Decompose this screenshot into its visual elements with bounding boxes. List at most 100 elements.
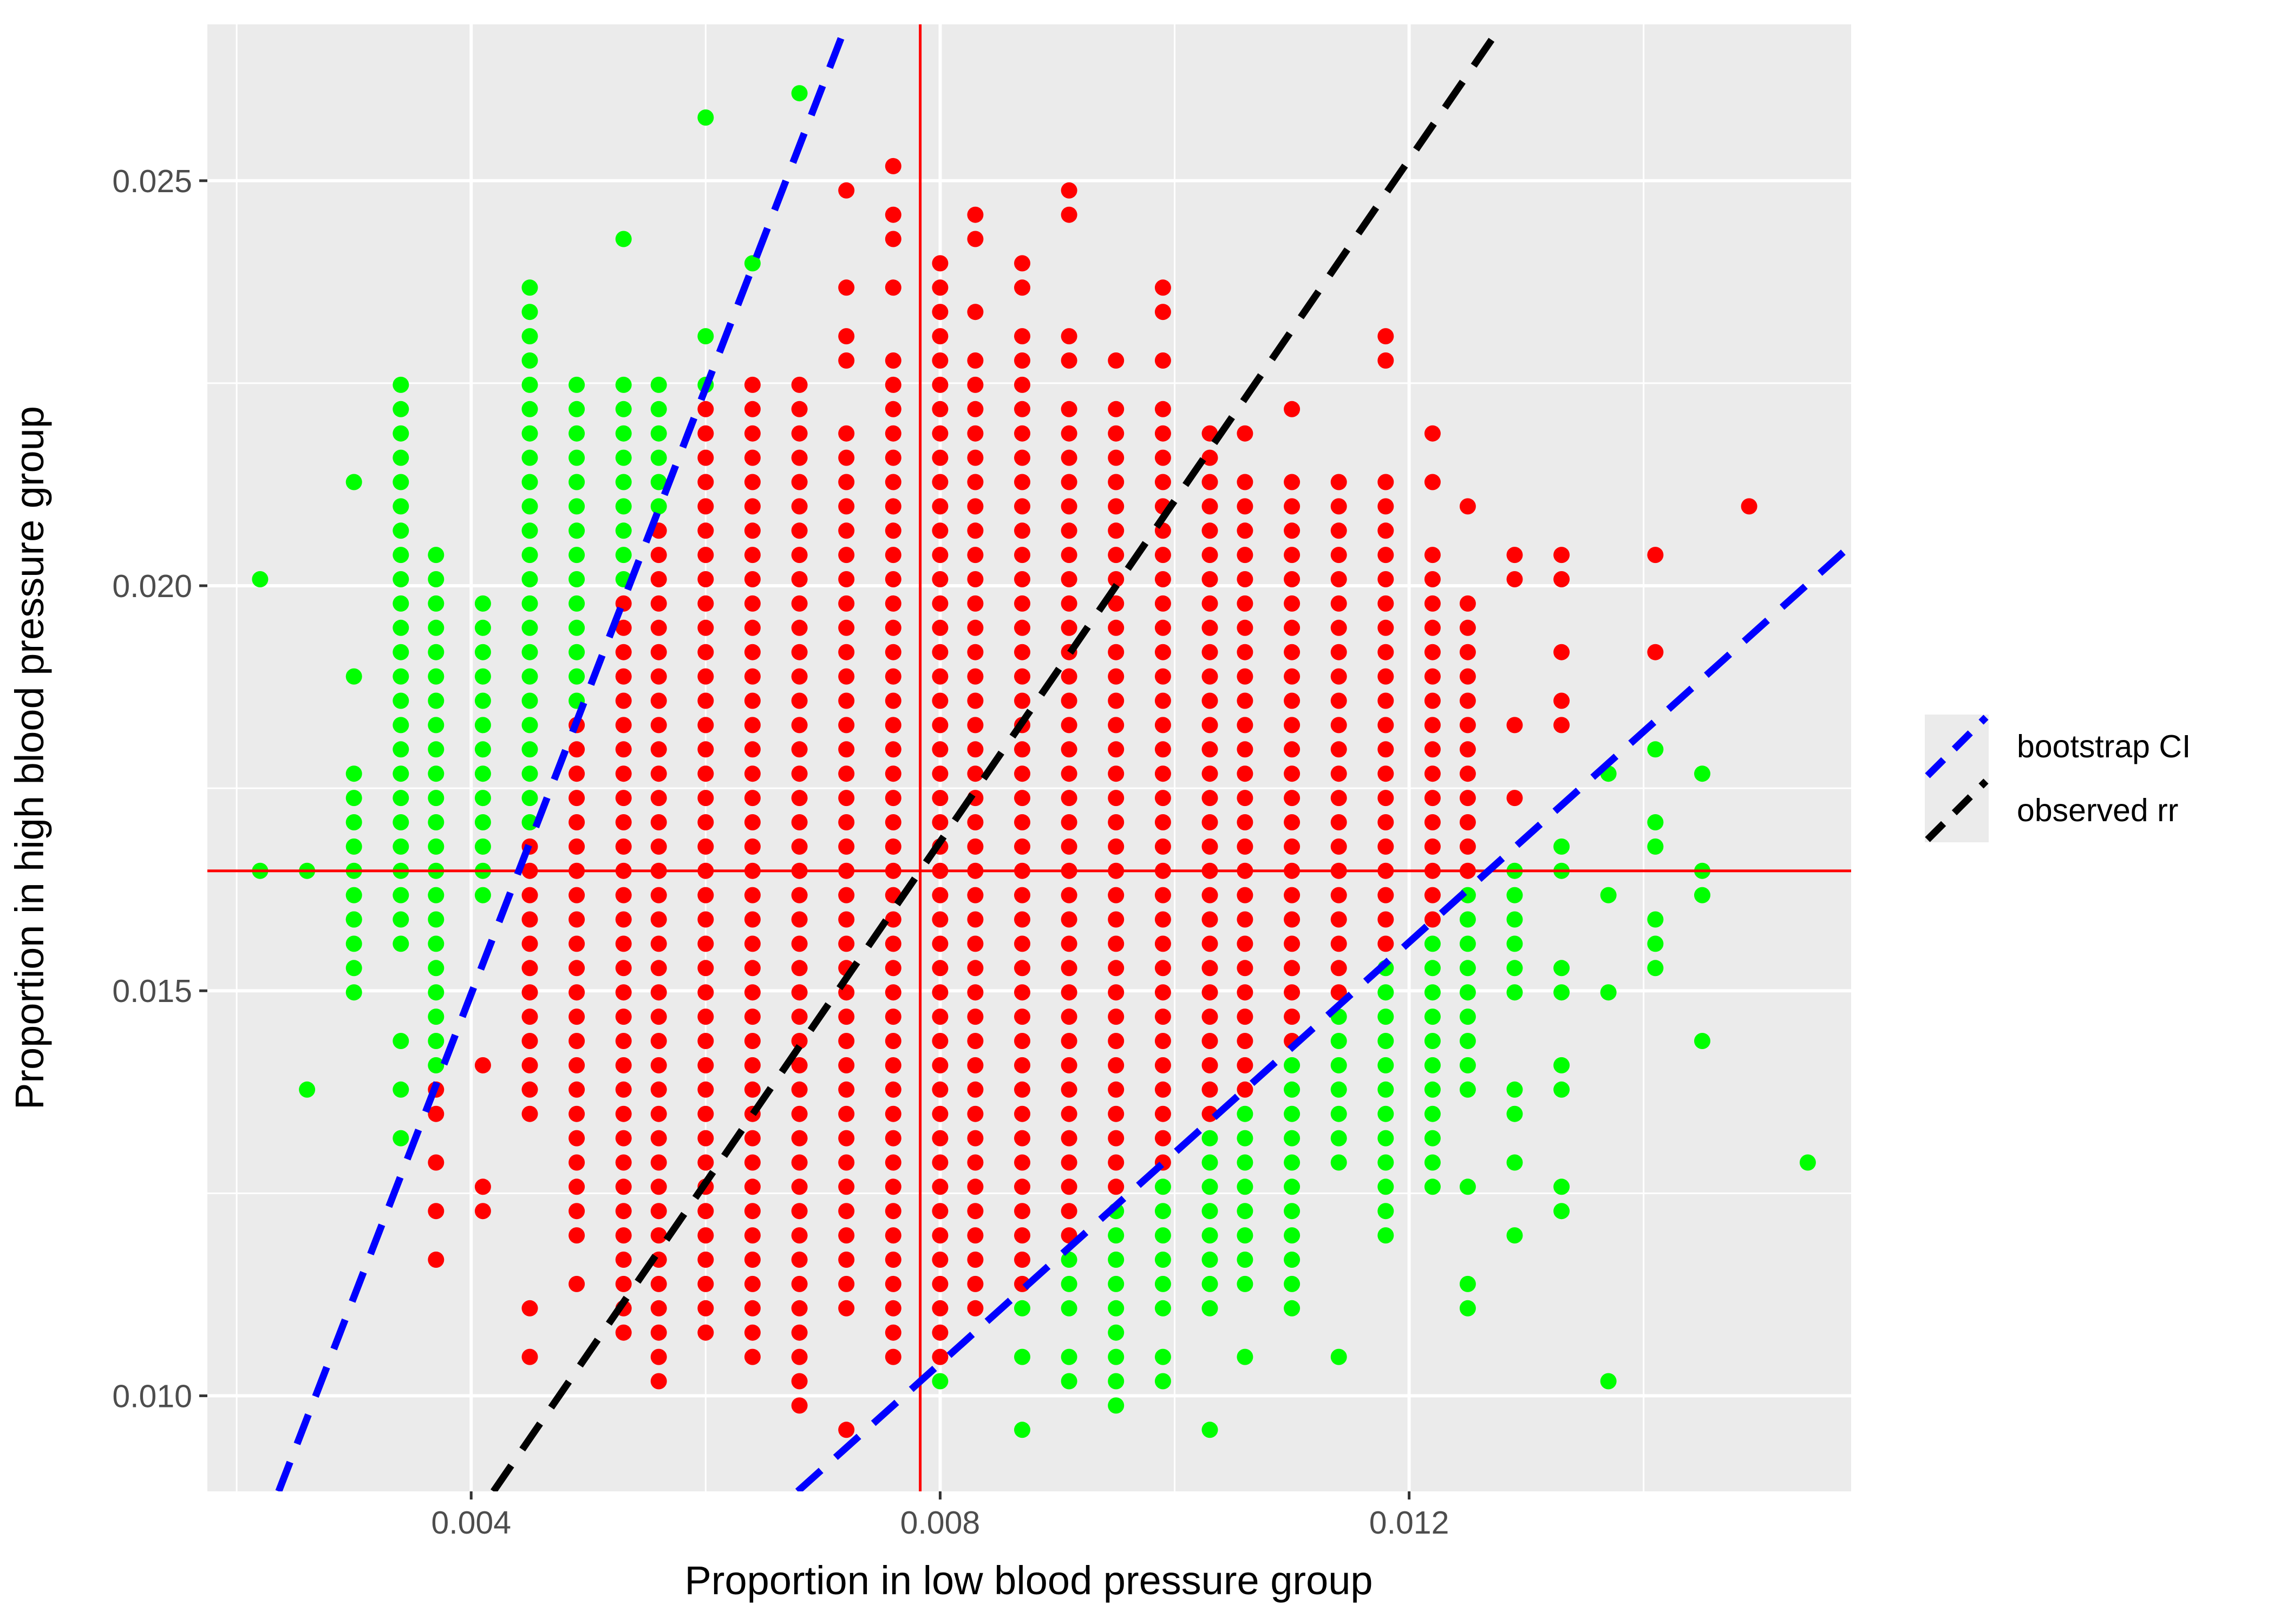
point-outside-ci (1284, 1178, 1301, 1195)
point-inside-ci (1108, 911, 1125, 928)
point-outside-ci (345, 814, 362, 830)
point-inside-ci (1741, 498, 1757, 515)
point-inside-ci (615, 619, 632, 636)
point-inside-ci (1201, 960, 1218, 977)
point-inside-ci (1201, 1033, 1218, 1049)
point-inside-ci (1237, 619, 1253, 636)
point-outside-ci (393, 814, 409, 830)
point-outside-ci (1237, 1203, 1253, 1220)
point-inside-ci (1201, 741, 1218, 758)
point-outside-ci (1424, 1009, 1441, 1025)
bootstrap-ci-line-lower (795, 542, 1851, 1491)
point-outside-ci (1284, 1300, 1301, 1317)
point-outside-ci (1154, 1300, 1171, 1317)
point-inside-ci (967, 1009, 984, 1025)
point-inside-ci (838, 474, 855, 490)
point-inside-ci (1330, 547, 1347, 564)
point-inside-ci (1061, 668, 1077, 685)
point-inside-ci (697, 449, 714, 466)
point-outside-ci (1799, 1154, 1816, 1171)
point-inside-ci (1014, 814, 1030, 830)
point-inside-ci (1201, 1105, 1218, 1122)
point-inside-ci (791, 717, 808, 734)
point-inside-ci (650, 741, 667, 758)
point-inside-ci (744, 668, 761, 685)
point-outside-ci (568, 619, 585, 636)
point-inside-ci (1377, 352, 1394, 369)
point-inside-ci (697, 1275, 714, 1292)
point-outside-ci (428, 644, 445, 660)
point-inside-ci (932, 887, 949, 903)
point-inside-ci (932, 717, 949, 734)
point-inside-ci (744, 1033, 761, 1049)
point-inside-ci (1108, 1033, 1125, 1049)
point-inside-ci (838, 547, 855, 564)
panel-background (207, 24, 1851, 1491)
point-inside-ci (967, 1033, 984, 1049)
point-inside-ci (615, 1324, 632, 1341)
point-inside-ci (885, 231, 901, 247)
point-outside-ci (474, 644, 491, 660)
point-inside-ci (697, 1227, 714, 1244)
point-inside-ci (697, 741, 714, 758)
point-outside-ci (393, 887, 409, 903)
reference-lines (207, 24, 1851, 1491)
point-inside-ci (967, 352, 984, 369)
point-inside-ci (1108, 935, 1125, 952)
point-inside-ci (1330, 935, 1347, 952)
point-inside-ci (1061, 692, 1077, 709)
point-inside-ci (1014, 1081, 1030, 1098)
point-inside-ci (791, 1130, 808, 1147)
x-axis-title: Proportion in low blood pressure group (684, 1558, 1373, 1603)
point-outside-ci (1459, 911, 1476, 928)
point-inside-ci (791, 644, 808, 660)
point-inside-ci (615, 1227, 632, 1244)
point-outside-ci (1553, 1081, 1570, 1098)
point-inside-ci (1014, 1009, 1030, 1025)
point-inside-ci (1284, 838, 1301, 855)
point-inside-ci (791, 765, 808, 782)
point-outside-ci (521, 668, 538, 685)
point-inside-ci (885, 425, 901, 442)
point-inside-ci (932, 1105, 949, 1122)
point-inside-ci (1061, 741, 1077, 758)
point-inside-ci (1459, 717, 1476, 734)
point-outside-ci (521, 425, 538, 442)
legend-label-observed-rr: observed rr (2017, 793, 2178, 828)
point-inside-ci (1201, 547, 1218, 564)
point-outside-ci (393, 547, 409, 564)
point-outside-ci (428, 935, 445, 952)
point-inside-ci (932, 279, 949, 296)
point-inside-ci (1154, 911, 1171, 928)
point-inside-ci (615, 1130, 632, 1147)
point-inside-ci (1284, 814, 1301, 830)
point-inside-ci (650, 595, 667, 612)
point-inside-ci (1108, 401, 1125, 417)
point-inside-ci (967, 206, 984, 223)
point-outside-ci (1108, 1275, 1125, 1292)
point-outside-ci (521, 644, 538, 660)
point-inside-ci (1154, 474, 1171, 490)
point-inside-ci (885, 1227, 901, 1244)
point-inside-ci (932, 911, 949, 928)
point-inside-ci (615, 960, 632, 977)
point-inside-ci (697, 790, 714, 807)
point-outside-ci (1506, 911, 1523, 928)
point-inside-ci (885, 1275, 901, 1292)
point-outside-ci (1424, 1178, 1441, 1195)
point-inside-ci (838, 1154, 855, 1171)
point-outside-ci (393, 790, 409, 807)
point-inside-ci (744, 474, 761, 490)
point-inside-ci (1014, 765, 1030, 782)
point-inside-ci (1237, 692, 1253, 709)
point-inside-ci (967, 765, 984, 782)
point-inside-ci (744, 1057, 761, 1073)
point-inside-ci (1377, 887, 1394, 903)
point-outside-ci (1061, 1275, 1077, 1292)
point-outside-ci (393, 668, 409, 685)
point-inside-ci (697, 1081, 714, 1098)
point-inside-ci (1237, 814, 1253, 830)
point-outside-ci (428, 790, 445, 807)
point-outside-ci (1424, 935, 1441, 952)
point-inside-ci (932, 498, 949, 515)
